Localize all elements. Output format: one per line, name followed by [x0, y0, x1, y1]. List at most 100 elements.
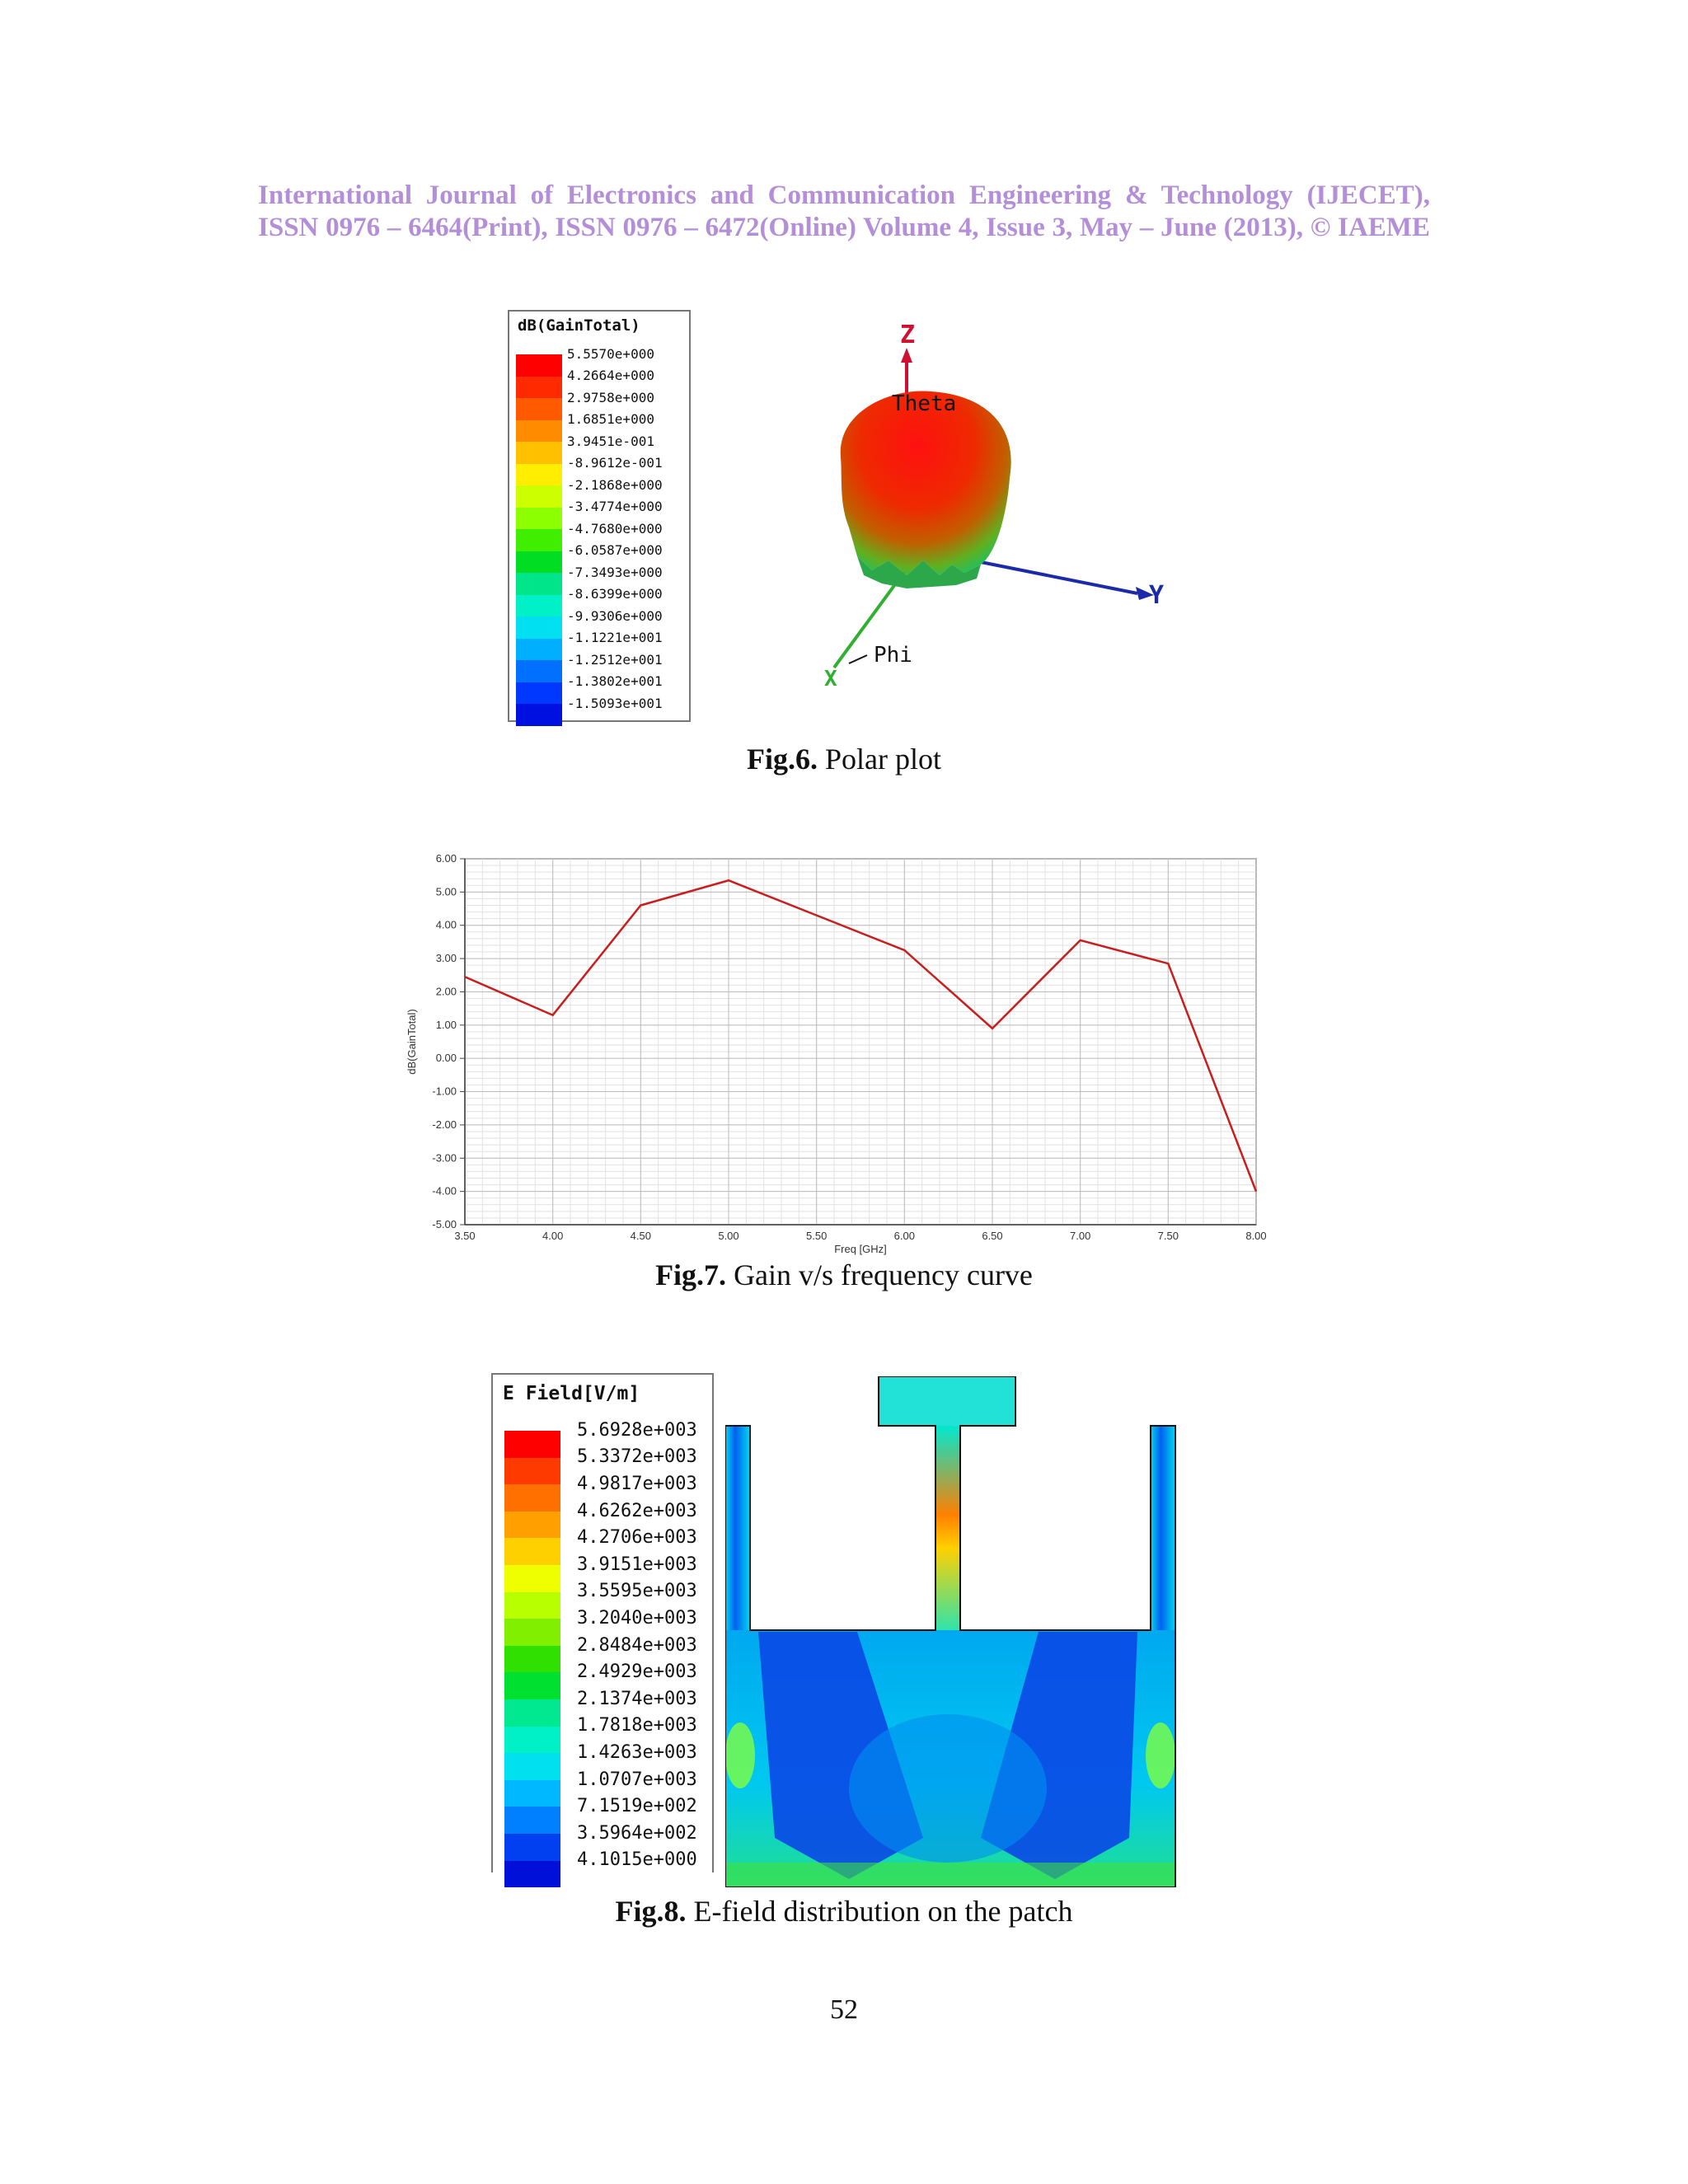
efield-legend-value: 2.4929e+003 — [577, 1661, 697, 1683]
efield-legend-value: 5.6928e+003 — [577, 1419, 697, 1441]
gain-legend-swatch — [516, 660, 562, 682]
fig8-caption-text: E-field distribution on the patch — [686, 1895, 1073, 1928]
gain-legend-swatch — [516, 573, 562, 595]
gain-legend-swatch — [516, 398, 562, 420]
gain-legend-swatch — [516, 442, 562, 464]
patch-outline — [725, 1376, 1176, 1887]
efield-legend-title: E Field[V/m] — [503, 1383, 640, 1404]
efield-legend-value: 1.7818e+003 — [577, 1715, 697, 1736]
efield-legend-swatch — [504, 1645, 560, 1673]
journal-header: International Journal of Electronics and… — [258, 180, 1430, 244]
gain-legend-swatch — [516, 507, 562, 529]
efield-legend-swatch — [504, 1591, 560, 1619]
y-tick-label: 6.00 — [436, 852, 457, 865]
y-tick-label: -3.00 — [432, 1151, 457, 1164]
z-axis-arrow — [901, 348, 912, 363]
efield-legend-swatch — [504, 1753, 560, 1780]
x-tick-label: 5.50 — [806, 1230, 827, 1242]
efield-legend-value: 7.1519e+002 — [577, 1796, 697, 1817]
polar-plot-svg: Z Y X Theta Phi — [824, 321, 1164, 691]
efield-legend-value: 1.4263e+003 — [577, 1741, 697, 1763]
feed-pad — [879, 1376, 1015, 1426]
y-axis-arrow — [1136, 587, 1154, 600]
gain-legend-value: 4.2664e+000 — [567, 368, 654, 384]
efield-legend-swatch — [504, 1431, 560, 1458]
journal-header-line1: International Journal of Electronics and… — [258, 180, 1430, 210]
chart-grid — [464, 858, 1257, 1226]
gain-legend-value: -4.7680e+000 — [567, 520, 663, 537]
x-tick-label: 7.00 — [1070, 1230, 1090, 1242]
efield-legend-swatch — [504, 1511, 560, 1539]
fig8-caption: Fig.8. E-field distribution on the patch — [0, 1894, 1688, 1929]
x-axis-label: X — [824, 667, 837, 691]
gain-legend-swatch — [516, 638, 562, 660]
field-right-hotspot — [1146, 1722, 1175, 1788]
x-tick-label: 6.00 — [894, 1230, 915, 1242]
x-tick-label: 6.50 — [982, 1230, 1002, 1242]
chart-series — [464, 879, 1258, 1193]
efield-legend-value: 3.5964e+002 — [577, 1822, 697, 1844]
gain-legend-swatch — [516, 463, 562, 485]
efield-legend-swatch — [504, 1538, 560, 1565]
gain-frequency-chart: 3.50 4.00 4.50 5.00 5.50 6.00 6.50 7.00 7.50 8.00… — [406, 852, 1267, 1255]
y-tick-label: 4.00 — [436, 919, 457, 931]
gain-legend-value: -7.3493e+000 — [567, 564, 663, 580]
fig8-caption-label: Fig.8. — [615, 1895, 687, 1928]
efield-legend-swatch — [504, 1619, 560, 1646]
efield-legend-value: 4.1015e+000 — [577, 1849, 697, 1871]
gain-legend-value: -1.3802e+001 — [567, 673, 663, 690]
page-number: 52 — [830, 1994, 858, 2025]
efield-legend-value: 2.8484e+003 — [577, 1634, 697, 1656]
gain-legend-value: -8.9612e-001 — [567, 455, 663, 471]
gain-legend-swatch — [516, 354, 562, 377]
efield-legend-swatch — [504, 1834, 560, 1861]
efield-legend-swatch — [504, 1699, 560, 1727]
efield-legend-swatch — [504, 1779, 560, 1807]
chart-ticks: 3.50 4.00 4.50 5.00 5.50 6.00 6.50 7.00 7.50 8.00… — [432, 852, 1266, 1242]
fig7-caption-text: Gain v/s frequency curve — [726, 1258, 1033, 1291]
efield-legend-value: 4.9817e+003 — [577, 1473, 697, 1494]
gain-legend-value: -1.5093e+001 — [567, 695, 663, 711]
gain-legend-value: -9.9306e+000 — [567, 607, 663, 624]
gain-legend-value: 2.9758e+000 — [567, 389, 654, 405]
gain-legend-value: -3.4774e+000 — [567, 499, 663, 515]
gain-legend-swatch — [516, 485, 562, 508]
gain-legend-value: -1.2512e+001 — [567, 651, 663, 668]
phi-leader — [848, 654, 868, 664]
efield-distribution — [725, 1376, 1176, 1887]
gain-legend-swatch — [516, 551, 562, 573]
polar-plot-3d: Z Y X Theta Phi — [791, 313, 1187, 701]
journal-header-line2: ISSN 0976 – 6464(Print), ISSN 0976 – 647… — [258, 213, 1430, 242]
gain-legend-value: -8.6399e+000 — [567, 586, 663, 602]
efield-legend-value: 5.3372e+003 — [577, 1446, 697, 1468]
y-tick-label: -5.00 — [432, 1218, 457, 1230]
gain-total-legend: dB(GainTotal) 5.5570e+000 4.2664e+000 2.97… — [508, 310, 691, 726]
field-bottom-fringe — [725, 1863, 1175, 1887]
gain-total-legend-title: dB(GainTotal) — [518, 316, 640, 335]
gain-legend-swatch — [516, 376, 562, 398]
plot-area — [464, 858, 1257, 1226]
efield-legend-value: 4.2706e+003 — [577, 1527, 697, 1549]
y-tick-label: 1.00 — [436, 1019, 457, 1031]
efield-legend-swatch — [504, 1484, 560, 1511]
y-tick-label: -2.00 — [432, 1118, 457, 1131]
fig6-caption-text: Polar plot — [818, 743, 941, 776]
efield-legend-swatch — [504, 1726, 560, 1754]
efield-legend-swatch — [504, 1807, 560, 1834]
phi-label: Phi — [874, 643, 912, 668]
y-tick-label: -4.00 — [432, 1185, 457, 1197]
gain-series-line — [464, 879, 1258, 1193]
gain-legend-value: 1.6851e+000 — [567, 411, 654, 428]
feed-stem — [935, 1426, 960, 1648]
field-center — [849, 1714, 1047, 1863]
efield-legend-value: 4.6262e+003 — [577, 1500, 697, 1521]
fig7-caption-label: Fig.7. — [655, 1258, 727, 1291]
efield-legend: E Field[V/m] 5.6928e+003 5.3372e+003 4.981… — [491, 1373, 714, 1888]
chart-axes — [460, 858, 1256, 1226]
gain-legend-value: -1.1221e+001 — [567, 630, 663, 646]
fig7-caption: Fig.7. Gain v/s frequency curve — [0, 1258, 1688, 1292]
gain-legend-swatch — [516, 419, 562, 442]
efield-legend-value: 3.2040e+003 — [577, 1607, 697, 1629]
efield-legend-value: 3.9151e+003 — [577, 1554, 697, 1575]
gain-legend-value: 3.9451e-001 — [567, 433, 654, 449]
